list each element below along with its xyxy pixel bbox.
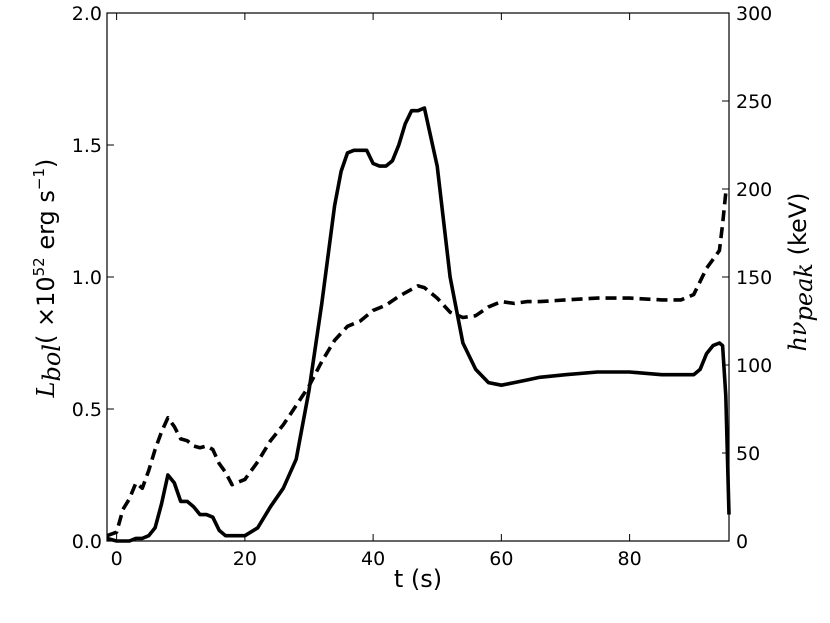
y-tick-label-left: 1.5	[72, 135, 102, 157]
x-tick-label: 80	[618, 548, 642, 570]
x-tick-label: 20	[233, 548, 257, 570]
y-tick-label-right: 150	[736, 267, 772, 289]
y-tick-label-right: 250	[736, 91, 772, 113]
y-tick-label-left: 0.0	[72, 531, 102, 553]
y-tick-label-right: 200	[736, 179, 772, 201]
series-line-solid	[106, 106, 731, 543]
y-axis-label-right: hνpeak (keV)	[784, 192, 818, 351]
y-tick-label-right: 300	[736, 3, 772, 25]
y-tick-label-right: 100	[736, 355, 772, 377]
x-tick-label: 40	[361, 548, 385, 570]
y-tick-label-right: 0	[736, 531, 748, 553]
svg-text:Lbol( ×1052 erg s−1): Lbol( ×1052 erg s−1)	[30, 159, 66, 399]
y-axis-label-left: Lbol( ×1052 erg s−1)	[30, 159, 66, 399]
y-tick-label-right: 50	[736, 443, 760, 465]
y-tick-label-left: 2.0	[72, 3, 102, 25]
x-axis-label: t (s)	[394, 565, 442, 593]
x-tick-label: 60	[489, 548, 513, 570]
x-tick-label: 0	[111, 548, 123, 570]
y-tick-label-left: 0.5	[72, 399, 102, 421]
y-tick-label-left: 1.0	[72, 267, 102, 289]
plot-area	[106, 106, 731, 543]
svg-text:hνpeak (keV): hνpeak (keV)	[784, 192, 818, 351]
ticks: 0 20 40 60 80 0.0 0.5 1.0 1.5 2.0 0 50 100 150 200 250 3…	[72, 3, 772, 570]
series-line-dashed	[106, 187, 731, 538]
plot-frame	[106, 12, 730, 542]
